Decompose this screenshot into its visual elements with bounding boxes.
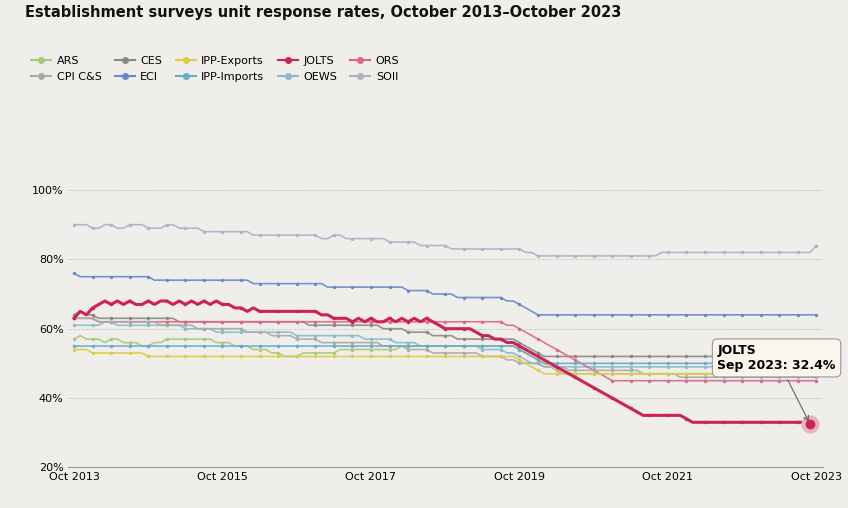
Legend: ARS, CPI C&S, CES, ECI, IPP-Exports, IPP-Imports, JOLTS, OEWS, ORS, SOII: ARS, CPI C&S, CES, ECI, IPP-Exports, IPP… — [31, 56, 399, 82]
Text: JOLTS
Sep 2023: 32.4%: JOLTS Sep 2023: 32.4% — [717, 344, 836, 421]
Text: Establishment surveys unit response rates, October 2013–October 2023: Establishment surveys unit response rate… — [25, 5, 622, 20]
